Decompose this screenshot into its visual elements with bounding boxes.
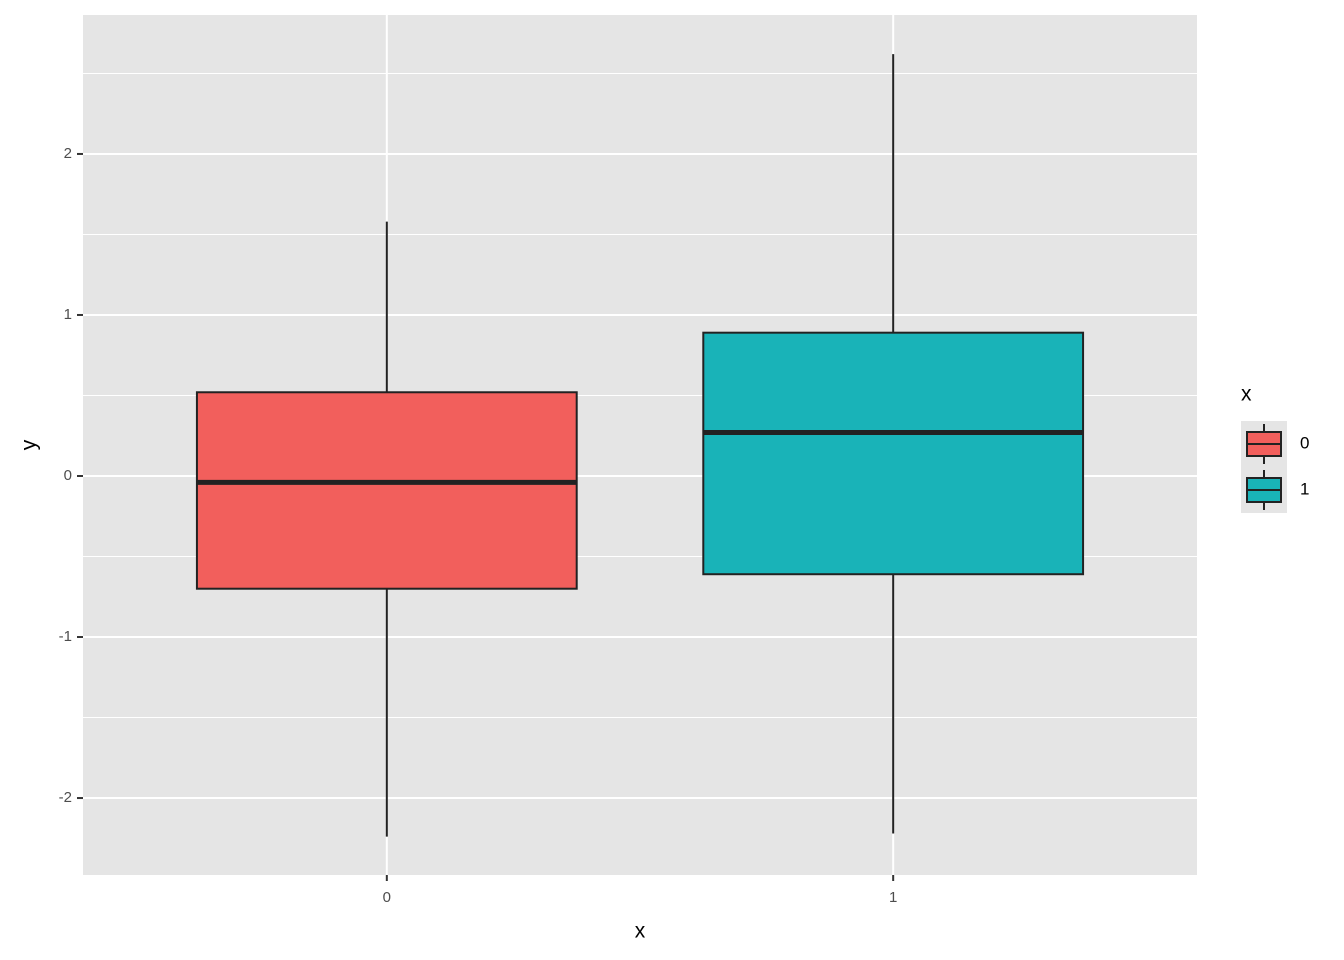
y-tick-label: -2 (59, 789, 72, 806)
legend-label: 1 (1300, 479, 1309, 498)
legend-label: 0 (1300, 433, 1309, 452)
legend-title: x (1241, 383, 1252, 406)
box (702, 331, 1085, 576)
marks (195, 54, 1085, 837)
y-axis-title: y (18, 439, 41, 450)
y-tick-label: 2 (64, 145, 72, 162)
y-tick-label: 0 (64, 467, 72, 484)
x-tick-label: 0 (383, 889, 391, 906)
x-tick-label: 1 (889, 889, 897, 906)
y-tick-label: 1 (64, 306, 72, 323)
x-axis-title: x (635, 920, 646, 943)
y-tick-label: -1 (59, 628, 72, 645)
box (195, 391, 578, 590)
